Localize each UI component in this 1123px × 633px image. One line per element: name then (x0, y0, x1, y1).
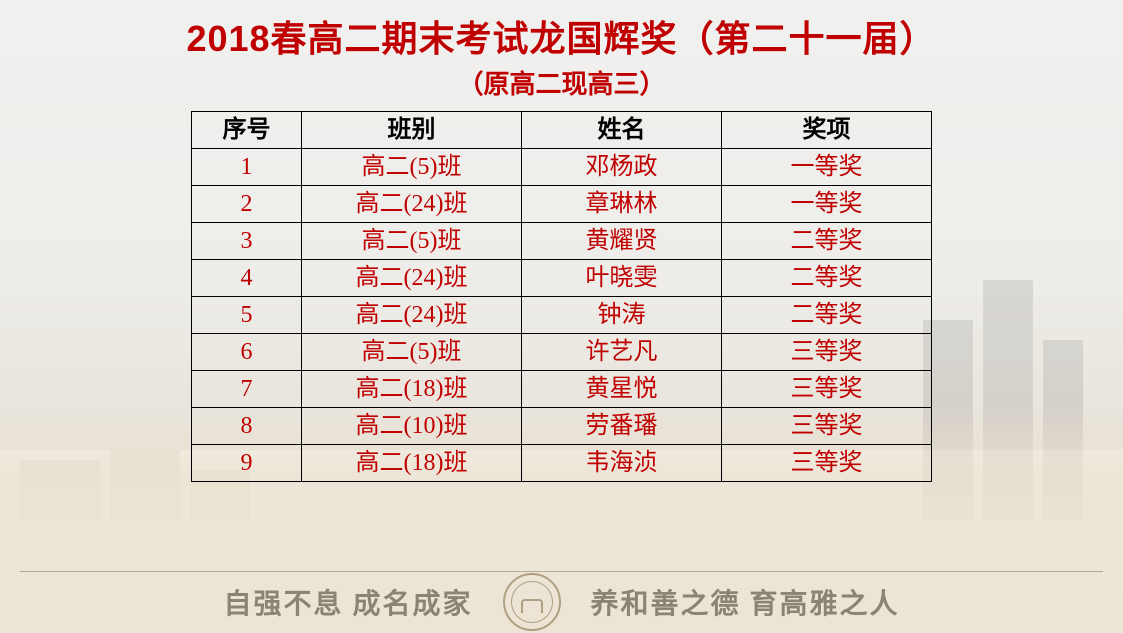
table-row: 5高二(24)班钟涛二等奖 (192, 297, 932, 334)
table-cell: 钟涛 (522, 297, 722, 334)
table-cell: 三等奖 (722, 371, 932, 408)
table-cell: 韦海浈 (522, 445, 722, 482)
col-header-class: 班别 (302, 112, 522, 149)
table-cell: 黄星悦 (522, 371, 722, 408)
school-seal-icon (503, 573, 561, 631)
table-cell: 高二(24)班 (302, 260, 522, 297)
table-cell: 一等奖 (722, 186, 932, 223)
col-header-award: 奖项 (722, 112, 932, 149)
col-header-index: 序号 (192, 112, 302, 149)
table-cell: 高二(5)班 (302, 223, 522, 260)
slide-content: 2018春高二期末考试龙国辉奖（第二十一届） （原高二现高三） 序号 班别 姓名… (0, 0, 1123, 633)
table-cell: 高二(18)班 (302, 445, 522, 482)
motto-right: 养和善之德 育高雅之人 (591, 582, 900, 622)
table-row: 7高二(18)班黄星悦三等奖 (192, 371, 932, 408)
table-cell: 一等奖 (722, 149, 932, 186)
table-cell: 2 (192, 186, 302, 223)
table-row: 4高二(24)班叶晓雯二等奖 (192, 260, 932, 297)
page-title: 2018春高二期末考试龙国辉奖（第二十一届） (186, 10, 936, 62)
table-cell: 三等奖 (722, 445, 932, 482)
table-cell: 三等奖 (722, 408, 932, 445)
table-cell: 9 (192, 445, 302, 482)
table-cell: 二等奖 (722, 260, 932, 297)
table-cell: 高二(5)班 (302, 334, 522, 371)
table-header-row: 序号 班别 姓名 奖项 (192, 112, 932, 149)
table-cell: 邓杨政 (522, 149, 722, 186)
table-cell: 高二(18)班 (302, 371, 522, 408)
table-cell: 8 (192, 408, 302, 445)
table-cell: 叶晓雯 (522, 260, 722, 297)
table-cell: 5 (192, 297, 302, 334)
table-cell: 7 (192, 371, 302, 408)
table-cell: 黄耀贤 (522, 223, 722, 260)
table-row: 1高二(5)班邓杨政一等奖 (192, 149, 932, 186)
motto-left: 自强不息 成名成家 (223, 582, 472, 622)
table-cell: 3 (192, 223, 302, 260)
table-cell: 章琳林 (522, 186, 722, 223)
page-subtitle: （原高二现高三） (457, 64, 665, 101)
table-row: 9高二(18)班韦海浈三等奖 (192, 445, 932, 482)
table-row: 3高二(5)班黄耀贤二等奖 (192, 223, 932, 260)
table-cell: 高二(24)班 (302, 186, 522, 223)
table-cell: 许艺凡 (522, 334, 722, 371)
table-cell: 高二(10)班 (302, 408, 522, 445)
footer-divider (20, 571, 1103, 572)
table-cell: 4 (192, 260, 302, 297)
table-cell: 劳番璠 (522, 408, 722, 445)
table-cell: 高二(24)班 (302, 297, 522, 334)
table-cell: 1 (192, 149, 302, 186)
awards-table: 序号 班别 姓名 奖项 1高二(5)班邓杨政一等奖2高二(24)班章琳林一等奖3… (191, 111, 932, 482)
table-row: 6高二(5)班许艺凡三等奖 (192, 334, 932, 371)
table-row: 8高二(10)班劳番璠三等奖 (192, 408, 932, 445)
col-header-name: 姓名 (522, 112, 722, 149)
table-cell: 高二(5)班 (302, 149, 522, 186)
table-cell: 二等奖 (722, 223, 932, 260)
table-cell: 三等奖 (722, 334, 932, 371)
table-cell: 6 (192, 334, 302, 371)
table-row: 2高二(24)班章琳林一等奖 (192, 186, 932, 223)
footer: 自强不息 成名成家 养和善之德 育高雅之人 (0, 571, 1123, 633)
table-cell: 二等奖 (722, 297, 932, 334)
